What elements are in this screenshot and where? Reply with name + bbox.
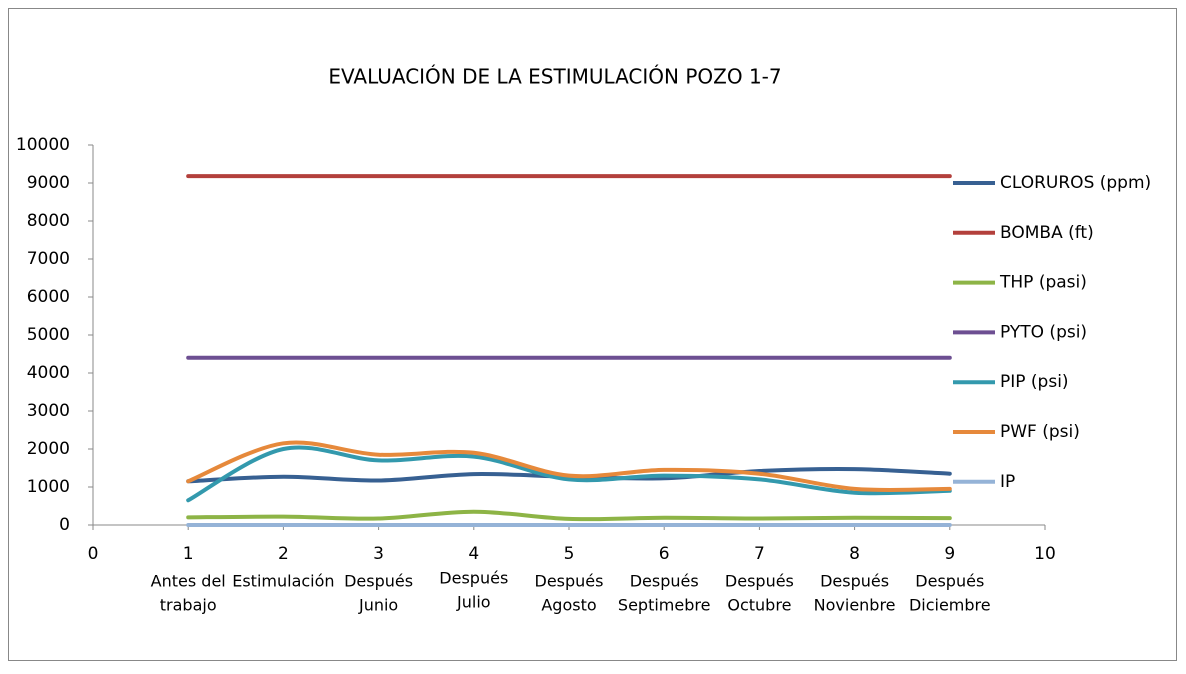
y-tick-label: 7000 [27, 249, 70, 269]
category-label: trabajo [160, 596, 217, 615]
category-label: Después [820, 572, 889, 591]
category-label: Estimulación [232, 572, 334, 591]
x-tick-label: 10 [1034, 544, 1056, 564]
category-label: Después [630, 572, 699, 591]
category-label: Diciembre [909, 596, 991, 615]
y-tick-label: 5000 [27, 325, 70, 345]
y-tick-label: 0 [59, 515, 70, 535]
chart-border [8, 8, 1177, 661]
chart-title: EVALUACIÓN DE LA ESTIMULACIÓN POZO 1-7 [328, 65, 781, 89]
category-label: Antes del [151, 572, 226, 591]
x-tick-label: 5 [564, 544, 575, 564]
y-tick-label: 4000 [27, 363, 70, 383]
legend-label: IP [1000, 472, 1015, 492]
legend-label: CLORUROS (ppm) [1000, 173, 1151, 193]
x-tick-label: 6 [659, 544, 670, 564]
x-tick-label: 4 [468, 544, 479, 564]
category-label: Julio [456, 593, 491, 612]
category-label: Junio [358, 596, 398, 615]
x-tick-label: 0 [88, 544, 99, 564]
category-label: Después [535, 572, 604, 591]
legend-label: THP (pasi) [999, 273, 1087, 293]
y-tick-label: 9000 [27, 173, 70, 193]
y-tick-label: 1000 [27, 477, 70, 497]
y-tick-label: 10000 [16, 135, 70, 155]
category-label: Octubre [727, 596, 791, 615]
legend-label: PIP (psi) [1000, 372, 1069, 392]
category-label: Después [915, 572, 984, 591]
category-label: Después [439, 569, 508, 588]
x-tick-label: 8 [849, 544, 860, 564]
series-line [186, 440, 952, 493]
y-tick-label: 8000 [27, 211, 70, 231]
legend-label: BOMBA (ft) [1000, 223, 1094, 243]
category-label: Después [725, 572, 794, 591]
category-label: Después [344, 572, 413, 591]
category-label: Septimebre [618, 596, 711, 615]
y-tick-label: 3000 [27, 401, 70, 421]
x-tick-label: 9 [944, 544, 955, 564]
series-line [186, 509, 952, 522]
x-tick-label: 1 [183, 544, 194, 564]
category-label: Agosto [541, 596, 596, 615]
y-tick-label: 6000 [27, 287, 70, 307]
category-label: Novienbre [814, 596, 896, 615]
legend-label: PYTO (psi) [1000, 322, 1087, 342]
series-line [186, 445, 952, 503]
x-tick-label: 2 [278, 544, 289, 564]
x-tick-label: 7 [754, 544, 765, 564]
x-tick-label: 3 [373, 544, 384, 564]
legend-label: PWF (psi) [1000, 422, 1080, 442]
y-tick-label: 2000 [27, 439, 70, 459]
